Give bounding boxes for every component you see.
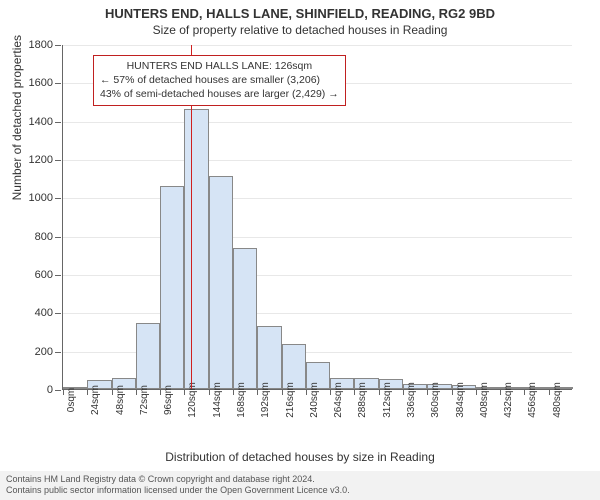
x-tick-label: 240sqm xyxy=(309,382,320,418)
x-tick-label: 456sqm xyxy=(527,382,538,418)
x-tick-label: 264sqm xyxy=(333,382,344,418)
x-tick-label: 96sqm xyxy=(163,385,174,415)
x-tick xyxy=(282,389,283,395)
y-tick-label: 200 xyxy=(35,346,63,358)
x-tick xyxy=(354,389,355,395)
x-tick-label: 48sqm xyxy=(115,385,126,415)
x-tick-label: 432sqm xyxy=(503,382,514,418)
x-tick-label: 192sqm xyxy=(260,382,271,418)
x-tick-label: 0sqm xyxy=(66,388,77,412)
x-tick xyxy=(257,389,258,395)
x-tick-label: 384sqm xyxy=(455,382,466,418)
x-tick xyxy=(63,389,64,395)
x-tick-label: 168sqm xyxy=(236,382,247,418)
x-tick-label: 480sqm xyxy=(552,382,563,418)
x-tick-label: 24sqm xyxy=(90,385,101,415)
x-tick-label: 72sqm xyxy=(139,385,150,415)
gridline xyxy=(63,45,572,46)
x-tick-label: 120sqm xyxy=(187,382,198,418)
x-tick xyxy=(379,389,380,395)
x-tick xyxy=(500,389,501,395)
x-tick-label: 312sqm xyxy=(382,382,393,418)
chart-title-sub: Size of property relative to detached ho… xyxy=(0,21,600,37)
annotation-box: HUNTERS END HALLS LANE: 126sqm← 57% of d… xyxy=(93,55,346,106)
x-tick xyxy=(524,389,525,395)
x-tick-label: 336sqm xyxy=(406,382,417,418)
x-tick xyxy=(452,389,453,395)
x-tick xyxy=(427,389,428,395)
x-tick xyxy=(112,389,113,395)
x-tick xyxy=(549,389,550,395)
x-tick xyxy=(306,389,307,395)
gridline xyxy=(63,275,572,276)
x-tick xyxy=(233,389,234,395)
gridline xyxy=(63,160,572,161)
x-tick-label: 408sqm xyxy=(479,382,490,418)
gridline xyxy=(63,237,572,238)
x-tick-label: 360sqm xyxy=(430,382,441,418)
footer-line-1: Contains HM Land Registry data © Crown c… xyxy=(6,474,594,486)
x-tick xyxy=(136,389,137,395)
x-tick-label: 216sqm xyxy=(285,382,296,418)
x-tick xyxy=(403,389,404,395)
y-axis-label: Number of detached properties xyxy=(10,35,24,200)
y-tick-label: 1600 xyxy=(29,77,63,89)
x-tick xyxy=(330,389,331,395)
gridline xyxy=(63,122,572,123)
x-tick-label: 288sqm xyxy=(357,382,368,418)
y-tick-label: 400 xyxy=(35,307,63,319)
x-axis-label: Distribution of detached houses by size … xyxy=(0,450,600,464)
chart-title-main: HUNTERS END, HALLS LANE, SHINFIELD, READ… xyxy=(0,0,600,21)
y-tick-label: 0 xyxy=(47,384,63,396)
annotation-line-3: 43% of semi-detached houses are larger (… xyxy=(100,87,339,101)
x-tick xyxy=(184,389,185,395)
x-tick-label: 144sqm xyxy=(212,382,223,418)
histogram-bar xyxy=(233,248,257,389)
histogram-bar xyxy=(257,326,281,389)
y-tick-label: 800 xyxy=(35,231,63,243)
x-tick xyxy=(476,389,477,395)
histogram-bar xyxy=(209,176,233,389)
gridline xyxy=(63,198,572,199)
y-tick-label: 1800 xyxy=(29,39,63,51)
footer-line-2: Contains public sector information licen… xyxy=(6,485,594,497)
x-tick xyxy=(160,389,161,395)
histogram-bar xyxy=(184,109,208,389)
histogram-bar xyxy=(160,186,184,389)
x-tick xyxy=(87,389,88,395)
y-tick-label: 1200 xyxy=(29,154,63,166)
annotation-line-1: HUNTERS END HALLS LANE: 126sqm xyxy=(100,59,339,73)
y-tick-label: 600 xyxy=(35,269,63,281)
histogram-bar xyxy=(136,323,160,389)
chart-plot-area: 0200400600800100012001400160018000sqm24s… xyxy=(62,45,572,390)
annotation-line-2: ← 57% of detached houses are smaller (3,… xyxy=(100,73,339,87)
gridline xyxy=(63,313,572,314)
y-tick-label: 1400 xyxy=(29,116,63,128)
x-tick xyxy=(209,389,210,395)
footer-attribution: Contains HM Land Registry data © Crown c… xyxy=(0,471,600,500)
y-tick-label: 1000 xyxy=(29,192,63,204)
